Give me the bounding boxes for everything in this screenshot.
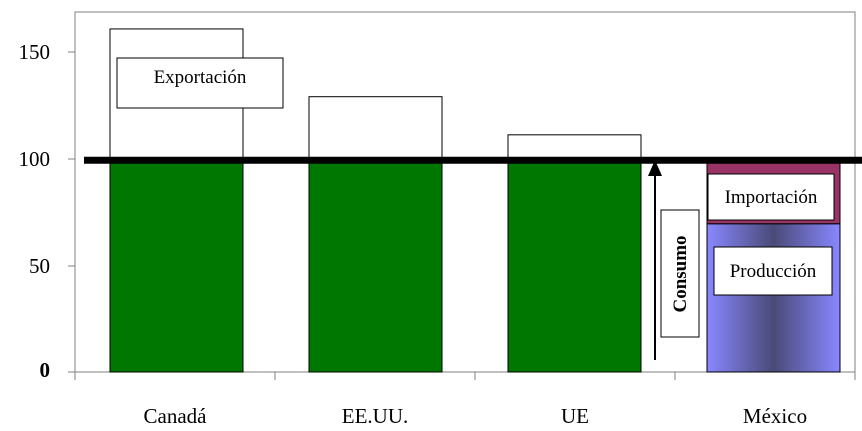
bar-produccion-eeuu xyxy=(308,159,443,373)
x-tick-label-ue: UE xyxy=(561,404,589,428)
annotation-exportacion: Exportación xyxy=(116,57,284,109)
y-tick-label-100: 100 xyxy=(19,147,51,171)
x-axis xyxy=(74,372,856,380)
annotation-exportacion-text: Exportación xyxy=(154,67,247,88)
y-tick-label-0: 0 xyxy=(40,358,51,382)
bar-produccion-mexico xyxy=(706,223,841,373)
bar-produccion-ue xyxy=(507,159,642,373)
annotation-produccion: Producción xyxy=(713,246,833,296)
annotation-produccion-text: Producción xyxy=(730,261,817,282)
bar-produccion-canada xyxy=(109,159,244,373)
x-tick-label-eeuu: EE.UU. xyxy=(342,404,409,428)
bar-exportacion-eeuu xyxy=(308,96,443,161)
bar-exportacion-ue xyxy=(507,134,642,161)
y-axis: 150 100 50 0 xyxy=(19,40,75,382)
annotation-consumo-text: Consumo xyxy=(670,235,691,312)
annotation-consumo: Consumo xyxy=(660,209,700,338)
category-labels: Canadá EE.UU. UE México xyxy=(144,404,808,428)
y-tick-label-150: 150 xyxy=(19,40,51,64)
bars xyxy=(109,28,841,373)
consumo-arrow xyxy=(648,160,662,360)
annotation-importacion-text: Importación xyxy=(725,187,818,208)
annotation-importacion: Importación xyxy=(707,173,835,221)
x-tick-label-mexico: México xyxy=(743,404,807,428)
y-tick-label-50: 50 xyxy=(29,254,50,278)
x-tick-label-canada: Canadá xyxy=(144,404,208,428)
